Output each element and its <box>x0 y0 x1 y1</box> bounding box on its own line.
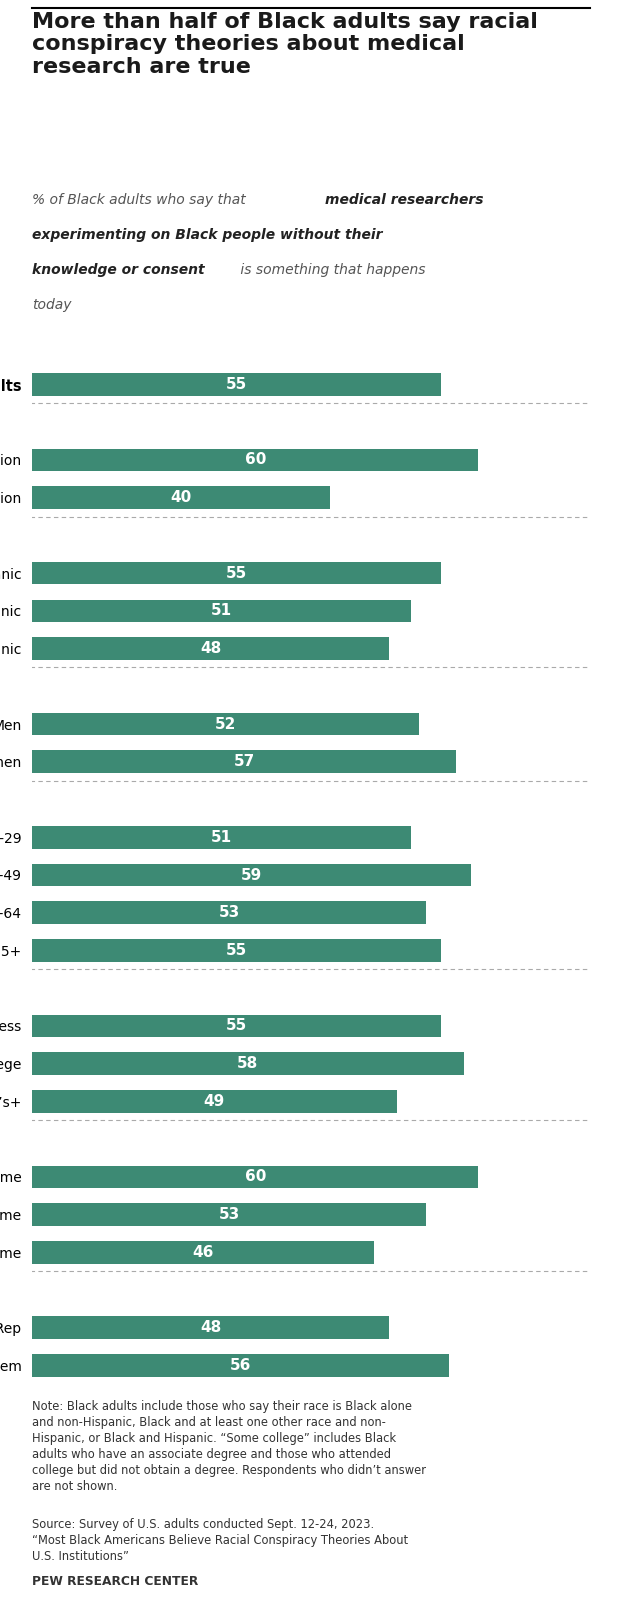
Bar <box>32 1014 441 1037</box>
Text: 55: 55 <box>226 565 247 580</box>
Text: 51: 51 <box>211 603 232 619</box>
Bar <box>32 599 412 622</box>
Text: 40: 40 <box>170 491 192 505</box>
Bar <box>32 1090 397 1113</box>
Bar <box>32 1053 464 1076</box>
Text: 49: 49 <box>203 1094 225 1108</box>
Text: is something that happens: is something that happens <box>236 262 425 277</box>
Text: 51: 51 <box>211 829 232 844</box>
Text: 60: 60 <box>244 452 266 468</box>
Text: 53: 53 <box>218 1207 240 1221</box>
Bar <box>32 1354 449 1377</box>
Text: 53: 53 <box>218 906 240 920</box>
Text: 59: 59 <box>241 867 262 883</box>
Bar <box>32 486 330 509</box>
Text: 48: 48 <box>200 642 221 656</box>
Text: PEW RESEARCH CENTER: PEW RESEARCH CENTER <box>32 1575 198 1588</box>
Text: experimenting on Black people without their: experimenting on Black people without th… <box>32 228 383 241</box>
Text: Note: Black adults include those who say their race is Black alone
and non-Hispa: Note: Black adults include those who say… <box>32 1400 426 1494</box>
Bar <box>32 863 471 886</box>
Text: 57: 57 <box>233 755 255 770</box>
Bar <box>32 826 412 849</box>
Text: 58: 58 <box>237 1056 259 1071</box>
Text: medical researchers: medical researchers <box>325 193 484 207</box>
Bar <box>32 713 419 735</box>
Bar <box>32 373 441 395</box>
Bar <box>32 1165 479 1187</box>
Text: Source: Survey of U.S. adults conducted Sept. 12-24, 2023.
“Most Black Americans: Source: Survey of U.S. adults conducted … <box>32 1518 408 1563</box>
Text: 46: 46 <box>192 1244 214 1260</box>
Bar <box>32 750 456 773</box>
Bar <box>32 940 441 962</box>
Bar <box>32 1317 389 1340</box>
Text: 52: 52 <box>215 716 236 732</box>
Bar <box>32 449 479 471</box>
Text: % of Black adults who say that: % of Black adults who say that <box>32 193 250 207</box>
Text: 60: 60 <box>244 1170 266 1184</box>
Text: More than half of Black adults say racial
conspiracy theories about medical
rese: More than half of Black adults say racia… <box>32 11 538 76</box>
Text: knowledge or consent: knowledge or consent <box>32 262 205 277</box>
Bar <box>32 1204 427 1226</box>
Bar <box>32 1241 374 1264</box>
Bar <box>32 901 427 923</box>
Text: 55: 55 <box>226 1019 247 1034</box>
Bar <box>32 637 389 659</box>
Bar <box>32 562 441 585</box>
Text: 55: 55 <box>226 943 247 957</box>
Text: today: today <box>32 298 71 313</box>
Text: 55: 55 <box>226 377 247 392</box>
Text: 48: 48 <box>200 1320 221 1335</box>
Text: 56: 56 <box>229 1358 251 1374</box>
